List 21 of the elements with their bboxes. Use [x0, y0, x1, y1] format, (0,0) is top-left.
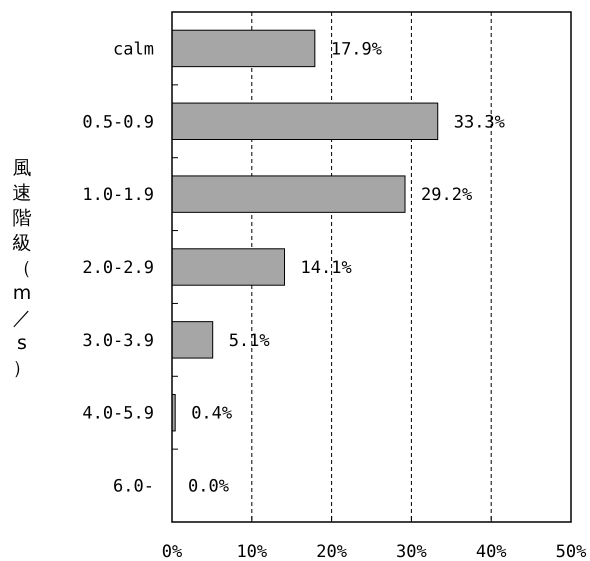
x-tick-label: 20% — [316, 542, 347, 561]
data-label: 17.9% — [330, 39, 382, 60]
y-tick-label: 2.0-2.9 — [82, 258, 154, 278]
x-tick-label: 0% — [162, 542, 182, 561]
data-label: 29.2% — [421, 185, 472, 206]
text: 風速階級（m／s） — [12, 157, 32, 379]
x-tick-label: 40% — [476, 542, 507, 561]
y-tick-label: 6.0- — [113, 476, 154, 497]
y-tick-label: calm — [113, 39, 154, 60]
data-label: 5.1% — [228, 330, 270, 351]
x-tick-label: 10% — [236, 542, 268, 561]
data-label: 14.1% — [300, 258, 352, 278]
x-tick-label: 50% — [556, 542, 586, 561]
data-label: 33.3% — [454, 112, 505, 132]
y-tick-label: 0.5-0.9 — [82, 112, 154, 132]
data-label: 0.0% — [188, 476, 229, 497]
y-tick-label: 4.0-5.9 — [82, 404, 154, 424]
y-tick-label: 3.0-3.9 — [82, 330, 154, 351]
data-label: 0.4% — [191, 404, 232, 424]
x-tick-label: 30% — [396, 542, 427, 561]
y-tick-label: 1.0-1.9 — [82, 185, 154, 206]
